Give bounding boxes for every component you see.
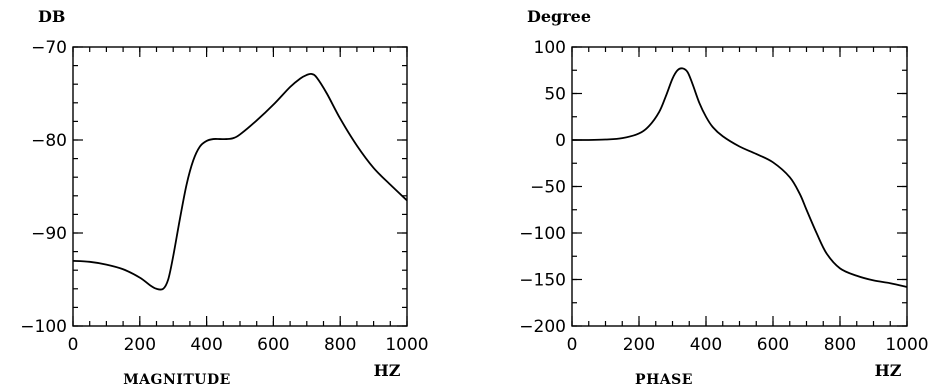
magnitude-y-tick-label: −90 [31,224,67,244]
phase-y-axis-label: Degree [527,7,591,26]
phase-plot-frame [571,46,908,327]
phase-x-tick-label: 1000 [885,335,928,355]
phase-y-tick-label: 0 [555,131,566,151]
phase-y-tick-label: 100 [534,38,566,58]
magnitude-y-tick-label: −100 [20,317,67,337]
magnitude-x-axis-unit: HZ [374,361,401,380]
magnitude-x-tick-label: 400 [190,335,222,355]
phase-x-tick-label: 200 [623,335,655,355]
magnitude-y-tick-label: −70 [31,38,67,58]
magnitude-x-tick-label: 800 [324,335,356,355]
phase-y-tick-label: 50 [544,85,566,105]
magnitude-series-line [72,72,408,291]
magnitude-chart: DB −70 −80 −90 −1000 200 400 600 800 1000 MAGNITUD… [20,7,428,388]
magnitude-x-axis-label: MAGNITUDE [123,372,231,388]
phase-x-tick-label: 600 [757,335,789,355]
magnitude-y-tick-label: −80 [31,131,67,151]
magnitude-y-axis-label: DB [38,7,65,26]
phase-x-tick-label: 0 [567,335,578,355]
phase-y-tick-label: −200 [519,317,566,337]
phase-x-axis-unit: HZ [875,361,902,380]
magnitude-plot-frame [72,46,408,327]
phase-series-line [571,67,908,288]
magnitude-x-tick-label: 0 [68,335,79,355]
phase-x-axis-label: PHASE [635,372,693,388]
phase-x-tick-label: 800 [824,335,856,355]
phase-x-tick-label: 400 [690,335,722,355]
magnitude-x-tick-label: 1000 [385,335,428,355]
phase-y-tick-label: −150 [519,271,566,291]
phase-y-tick-label: −50 [530,178,566,198]
magnitude-x-tick-label: 600 [257,335,289,355]
phase-y-tick-label: −100 [519,224,566,244]
magnitude-x-tick-label: 200 [124,335,156,355]
